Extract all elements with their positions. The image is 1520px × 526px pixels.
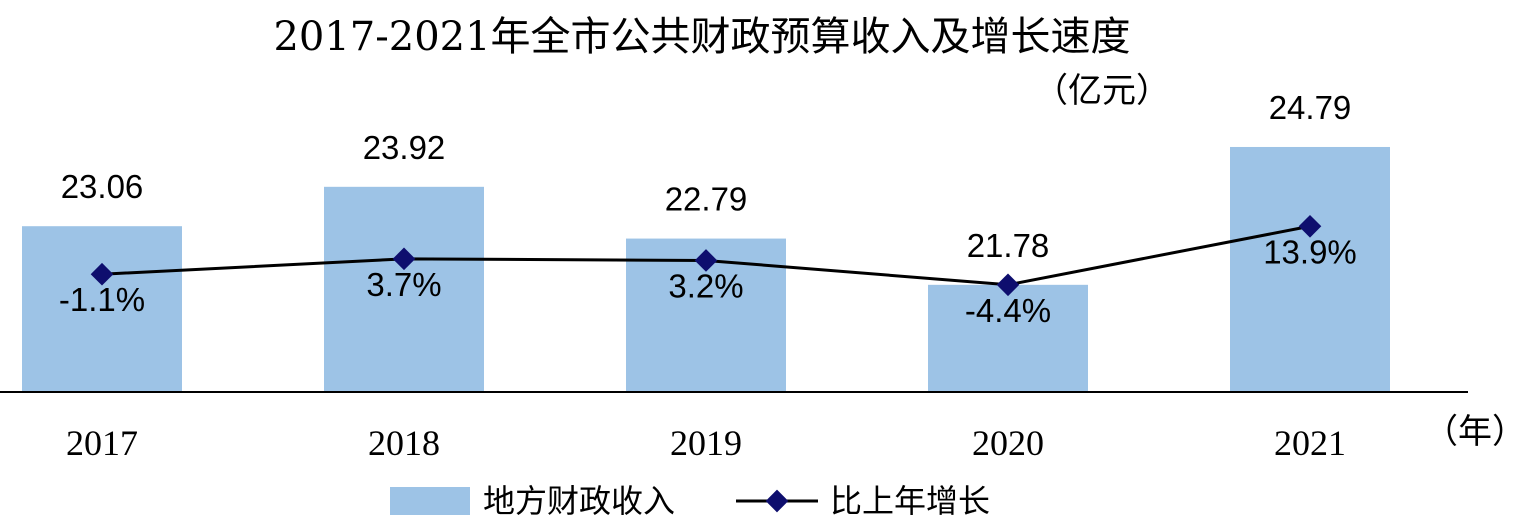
x-tick-2021: 2021 <box>1274 423 1346 463</box>
bar-2021 <box>1230 146 1390 392</box>
bar-2017 <box>22 226 182 392</box>
legend-line-marker <box>765 489 789 513</box>
growth-label-2018: 3.7% <box>366 266 441 303</box>
growth-label-2019: 3.2% <box>668 267 743 304</box>
legend-bar-swatch <box>390 487 470 515</box>
growth-label-2021: 13.9% <box>1263 233 1357 270</box>
growth-label-2020: -4.4% <box>965 292 1051 329</box>
chart-title: 2017-2021年全市公共财政预算收入及增长速度 <box>273 14 1130 60</box>
bar-value-label-2021: 24.79 <box>1269 89 1352 126</box>
x-unit-label: （年） <box>1424 412 1520 452</box>
y-unit-label: （亿元） <box>1034 71 1170 111</box>
bar-value-label-2017: 23.06 <box>61 168 144 205</box>
growth-marker-2017 <box>90 262 114 286</box>
x-tick-2018: 2018 <box>368 423 440 463</box>
bar-value-label-2020: 21.78 <box>967 227 1050 264</box>
x-tick-2017: 2017 <box>66 423 138 463</box>
x-tick-labels: 2017 2018 2019 2020 2021 <box>66 423 1346 463</box>
legend-bar-label: 地方财政收入 <box>483 482 675 520</box>
bar-value-label-2018: 23.92 <box>363 129 446 166</box>
bar-2020 <box>928 284 1088 392</box>
legend-line-label: 比上年增长 <box>830 482 990 520</box>
x-tick-2020: 2020 <box>972 423 1044 463</box>
growth-label-2017: -1.1% <box>59 281 145 318</box>
bar-2018 <box>324 186 484 392</box>
bar-value-label-2019: 22.79 <box>665 181 748 218</box>
bar-value-labels: 23.06 23.92 22.79 21.78 24.79 <box>61 89 1352 264</box>
legend: 地方财政收入 比上年增长 <box>390 482 990 520</box>
bar-series <box>22 146 1390 392</box>
growth-marker-2020 <box>996 273 1020 297</box>
x-tick-2019: 2019 <box>670 423 742 463</box>
growth-percent-labels: -1.1% 3.7% 3.2% -4.4% 13.9% <box>59 233 1357 329</box>
